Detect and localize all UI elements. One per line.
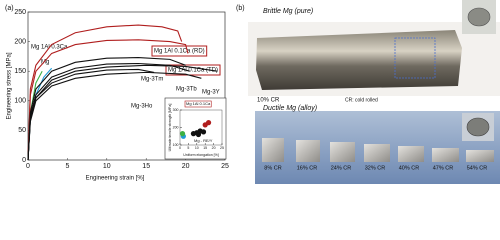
- x-tick-label: 20: [212, 146, 216, 150]
- brittle-title: Brittle Mg (pure): [263, 8, 313, 15]
- x-tick-label: 15: [203, 146, 207, 150]
- label-box: [165, 64, 221, 76]
- curve-label: Mg-3Ho: [131, 104, 153, 110]
- figure: (b) Brittle Mg (pure) 10% CR CR: cold ro…: [5, 0, 500, 184]
- annotation: Mg 1Al 0.1Ca: [186, 101, 211, 106]
- y-tick-label: 200: [14, 38, 26, 45]
- sample: [330, 142, 355, 162]
- panel-label: (b): [236, 5, 245, 12]
- sample-label: 32% CR: [365, 165, 386, 171]
- annotation: Mg - RE/Y: [194, 138, 213, 143]
- sample: [466, 150, 494, 162]
- coin: [467, 7, 491, 27]
- y-tick-label: 300: [173, 108, 179, 112]
- curve-label: Mg: [41, 60, 49, 66]
- x-tick-label: 25: [221, 163, 229, 170]
- curve-label: Mg 1Al 0.1Ca (TD): [168, 68, 218, 74]
- curve: [27, 24, 183, 161]
- sample-label: 54% CR: [467, 165, 488, 171]
- curve-label: Mg-3Tb: [176, 87, 197, 93]
- curve: [27, 68, 155, 161]
- curve-label: Mg-3Y: [202, 90, 220, 96]
- point: [202, 122, 208, 128]
- curve-label: Mg 1Al 0.1Ca (RD): [154, 49, 205, 55]
- sample-label: 16% CR: [297, 165, 318, 171]
- y-tick-label: 100: [173, 143, 179, 147]
- sample: [296, 140, 320, 162]
- crack-marks: [394, 37, 436, 79]
- curve: [27, 57, 186, 161]
- inset-x-label: Uniform elongation [%]: [183, 153, 218, 157]
- x-tick-label: 0: [179, 146, 181, 150]
- x-tick-label: 20: [182, 163, 190, 170]
- coin: [466, 117, 490, 137]
- y-tick-label: 50: [18, 127, 26, 134]
- inset-frame: [164, 97, 227, 160]
- y-tick-label: 0: [22, 157, 26, 164]
- sample: [364, 144, 390, 162]
- sample: [432, 148, 459, 162]
- x-tick-label: 5: [187, 146, 189, 150]
- brittle-strip: [256, 30, 462, 90]
- samples: [262, 138, 494, 162]
- point: [200, 129, 207, 135]
- sample: [398, 146, 424, 162]
- x-tick-label: 25: [220, 146, 224, 150]
- label-box: [184, 100, 212, 108]
- x-axis-label: Engineering strain [%]: [86, 176, 145, 182]
- y-tick-label: 200: [173, 125, 179, 129]
- curve: [27, 62, 190, 161]
- curve-label: Mg-3Tm: [141, 77, 163, 83]
- plot-frame: [27, 11, 226, 161]
- y-tick-label: 100: [14, 98, 26, 105]
- point: [179, 131, 186, 137]
- sample-label: 47% CR: [433, 165, 454, 171]
- brittle-label: 10% CR: [257, 98, 280, 104]
- label-box: [151, 45, 208, 57]
- x-tick-label: 0: [26, 163, 30, 170]
- x-tick-label: 5: [65, 163, 69, 170]
- curve: [27, 71, 202, 161]
- sample: [262, 138, 284, 162]
- sample-label: 40% CR: [399, 165, 420, 171]
- x-tick-label: 15: [142, 163, 150, 170]
- curve: [27, 39, 189, 161]
- sample-label: 8% CR: [264, 165, 281, 171]
- x-tick-label: 10: [103, 163, 111, 170]
- x-tick-label: 10: [195, 146, 199, 150]
- ductile-title: Ductile Mg (alloy): [263, 105, 317, 112]
- sample-label: 24% CR: [331, 165, 352, 171]
- y-tick-label: 150: [14, 68, 26, 75]
- y-tick-label: 250: [14, 9, 26, 16]
- inset-y-label: Ultimate tensile strength [MPa]: [168, 104, 172, 152]
- y-axis-label: Engineering stress [MPa]: [7, 52, 13, 119]
- note: CR: cold rolled: [345, 97, 378, 103]
- panel-label: (a): [5, 5, 14, 12]
